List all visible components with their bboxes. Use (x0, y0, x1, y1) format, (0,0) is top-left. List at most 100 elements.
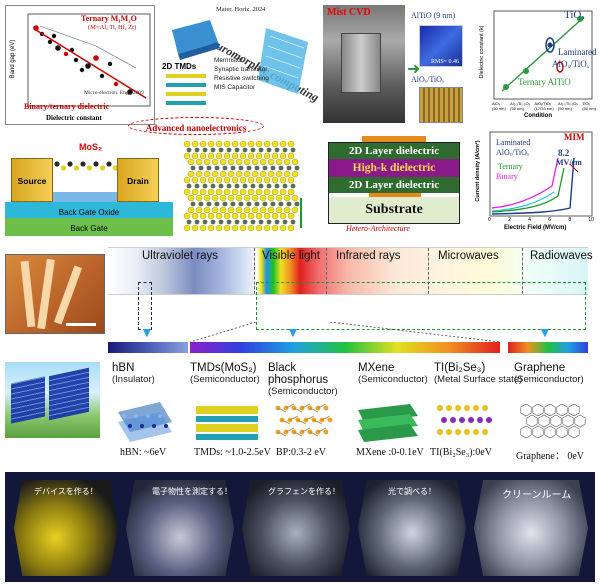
material-bp: Black phosphorus (Semiconductor) (268, 362, 358, 397)
hetero-stack: 2D Layer dielectric High-k dielectric 2D… (328, 142, 460, 224)
caption-cleanroom: クリーンルーム (502, 490, 572, 501)
app-synaptic: Synaptic transistor (214, 66, 268, 73)
hetero-layer-2: High-k dielectric (329, 159, 459, 177)
rms-label: RMS= 0.46 (431, 59, 460, 65)
point-alo (503, 84, 509, 90)
current-laminated: Laminated (496, 138, 531, 147)
tmd-structure (196, 406, 258, 440)
caption-optical: 光で調べる！ (388, 487, 436, 496)
curve-extra (491, 191, 555, 212)
mist-cvd-title: Mist CVD (327, 7, 371, 18)
bandgap-citation: Micro-electron. Eng., 2009 (84, 90, 144, 96)
visible-subbar (190, 342, 500, 353)
app-resistive: Resistive switching (214, 75, 269, 82)
gap-mxene: MXene :0-0.1eV (356, 447, 424, 458)
material-type: (Insulator) (112, 374, 155, 385)
visible-highlight (256, 282, 586, 330)
nanowire-photo (5, 254, 105, 334)
bandgap-ylabel: Band gap (eV) (10, 39, 16, 79)
nanowire-3 (53, 265, 83, 325)
material-name: Graphene (514, 362, 566, 374)
spectrum-uv: Ultraviolet rays (142, 250, 219, 262)
uv-highlight (138, 282, 152, 330)
material-tmds: TMDs(MoS₂) (Semiconductor) (190, 362, 280, 385)
bandgap-legend-top-sub: (M=Al, Ti, Hf, Zr) (88, 24, 137, 31)
material-type: (Semiconductor) (268, 386, 338, 397)
app-memristor: Memristor (214, 57, 243, 64)
current-xlabel: Electric Field (MV/cm) (504, 225, 567, 231)
channel-label: MoS₂ (79, 142, 102, 152)
divider-2 (326, 248, 327, 294)
ternary-label: Ternary AlTiO (518, 77, 571, 87)
caption-measure: 電子物性を測定する！ (152, 487, 232, 496)
material-type: (Semiconductor) (190, 374, 260, 385)
photo-device (14, 480, 118, 576)
material-name: TMDs(MoS₂) (190, 362, 257, 374)
point-laminated (545, 37, 555, 53)
source-block: Source (11, 158, 53, 202)
curve-laminated (491, 157, 575, 215)
current-chart (489, 131, 593, 217)
ctick-3: 6 (548, 217, 552, 223)
spectrum-microwave: Microwaves (438, 250, 499, 262)
material-name: MXene (358, 362, 395, 374)
material-type: (Metal Surface state) (434, 374, 523, 385)
gap-graphene: Graphene： 0eV (516, 451, 585, 462)
point-ternary2 (556, 61, 564, 73)
advanced-nanoelectronics-text: Advanced nanoelectronics (145, 123, 247, 133)
ctick-4: 8 (568, 217, 572, 223)
xtick-3: Al₂.₅Ti₀.₅Oₓ (50 nm) (558, 101, 578, 111)
spectrum-connector-lines (189, 322, 501, 343)
mim-label: MIM (564, 132, 585, 142)
point-tio (577, 16, 583, 22)
tio-label: TiOₓ (564, 9, 585, 21)
material-name: TI(Bi₂Se₃) (434, 362, 486, 374)
xtick-1: Al₂.₅Ti₀.₅Oₓ (50 nm) (510, 101, 530, 111)
gap-hbn: hBN: ~6eV (120, 447, 167, 458)
divider-4 (522, 248, 523, 294)
curve-ternary (491, 167, 565, 213)
drain-label: Drain (127, 176, 149, 186)
material-hbn: hBN (Insulator) (112, 362, 202, 385)
gap-ti: TI(Bi₂Se₃):0eV (430, 447, 492, 458)
material-structures (118, 402, 586, 442)
point-laminated-core (547, 42, 553, 48)
app-mis: MIS Capacitor (214, 84, 256, 91)
ctick-0: 0 (488, 217, 491, 223)
scale-bar (66, 323, 96, 326)
uv-subbar (108, 342, 188, 353)
spectrum-radiowave: Radiowaves (530, 250, 593, 262)
current-aio: AlOₓ/TiOₓ (496, 148, 530, 157)
sem-image (419, 87, 463, 123)
advanced-nanoelectronics-label: Advanced nanoelectronics (128, 117, 264, 135)
xtick-2: AlOₓ/TiOₓ (17/33 nm) (534, 101, 554, 111)
current-chart-panel: Current density (A/cm²) MIM Laminated Al… (474, 128, 596, 236)
material-name: Black phosphorus (268, 362, 329, 386)
ctick-2: 4 (528, 217, 531, 223)
channel-atoms (54, 161, 119, 171)
ti-structure (437, 405, 492, 435)
current-unit: MV/cm (556, 158, 582, 167)
divider-1 (254, 248, 255, 294)
material-type: (Semiconductor) (514, 374, 584, 385)
spectrum-bar (108, 247, 588, 295)
bandgap-legend-top: Ternary M₁M₂O (81, 14, 137, 23)
photo-graphene (242, 480, 350, 576)
dielectric-xticks: AlOₓ (50 nm) Al₂.₅Ti₀.₅Oₓ (50 nm) AlOₓ/TiO… (492, 101, 596, 111)
divider-3 (428, 248, 429, 294)
neuromorphic-app-list: Memristor Synaptic transistor Resistive … (214, 56, 269, 92)
drain-block: Drain (117, 158, 159, 202)
arrow-uv: ▼ (140, 326, 154, 341)
solar-panel-image (5, 362, 100, 438)
current-value: 8.2 (558, 148, 570, 158)
photo-optical (358, 480, 466, 576)
ctick-5: 10 (588, 217, 594, 223)
spectrum-visible: Visible light (262, 250, 320, 262)
material-ti: TI(Bi₂Se₃) (Metal Surface state) (434, 362, 524, 385)
bandgap-xlabel: Dielectric constant (46, 114, 102, 122)
caption-device: デバイスを作る！ (34, 487, 98, 496)
hetero-panel: Metal 2D Layer dielectric High-k dielect… (328, 136, 460, 236)
source-label: Source (17, 176, 47, 186)
afm-image (419, 25, 463, 67)
mxene-structure (358, 404, 418, 442)
